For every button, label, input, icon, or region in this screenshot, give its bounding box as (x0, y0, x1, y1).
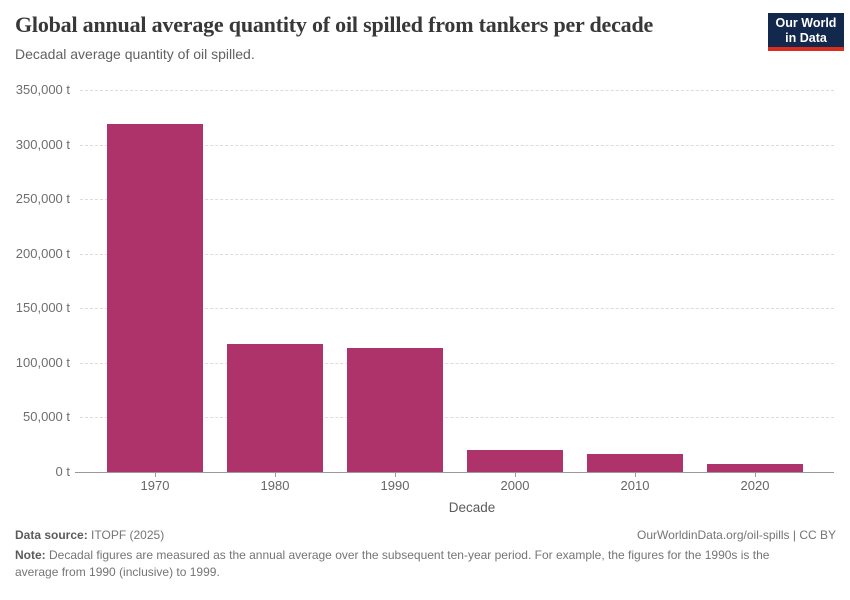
x-tick-label: 1990 (380, 478, 410, 493)
data-source-label: Data source: (15, 528, 88, 542)
x-tick-mark (755, 473, 756, 477)
y-tick-label: 350,000 t (15, 82, 70, 97)
x-tick-mark (635, 473, 636, 477)
x-tick-mark (275, 473, 276, 477)
x-tick-mark (395, 473, 396, 477)
y-tick-label: 200,000 t (15, 245, 70, 261)
y-tick-label: 150,000 t (15, 300, 70, 316)
bar-2010[interactable] (587, 454, 683, 472)
data-source: Data source: ITOPF (2025) (15, 528, 164, 542)
owid-logo-line1: Our World (775, 16, 837, 30)
note-text: Decadal figures are measured as the annu… (15, 548, 770, 579)
bar-2000[interactable] (467, 450, 563, 472)
x-tick-label: 2020 (740, 478, 770, 493)
x-tick-label: 1980 (260, 478, 290, 493)
note-label: Note: (15, 548, 46, 562)
chart-plot: Decade 0 t 50,000 t 100,000 t 150,000 t 200,… (0, 78, 850, 515)
owid-logo[interactable]: Our World in Data (768, 13, 844, 51)
chart-note: Note: Decadal figures are measured as th… (15, 547, 807, 581)
x-axis-title: Decade (448, 500, 496, 515)
y-tick-label: 50,000 t (23, 409, 70, 425)
y-gridline (80, 90, 834, 91)
owid-logo-line2: in Data (785, 31, 827, 45)
x-tick-mark (515, 473, 516, 477)
chart-footer: Data source: ITOPF (2025) OurWorldinData… (15, 528, 836, 581)
bar-1970[interactable] (107, 124, 203, 472)
owid-url-link[interactable]: OurWorldinData.org/oil-spills | CC BY (637, 528, 836, 542)
y-gridline (80, 144, 834, 146)
y-gridline (80, 362, 834, 364)
data-source-value: ITOPF (2025) (91, 528, 165, 542)
y-gridline (80, 253, 834, 255)
y-gridline (80, 417, 834, 419)
y-tick-label: 0 t (55, 464, 70, 479)
page-title: Global annual average quantity of oil sp… (15, 12, 654, 37)
y-tick-label: 100,000 t (15, 354, 70, 370)
y-gridline (80, 199, 834, 201)
x-tick-label: 2010 (620, 478, 650, 493)
chart-subtitle: Decadal average quantity of oil spilled. (15, 46, 255, 62)
x-tick-label: 2000 (500, 478, 530, 493)
y-tick-label: 250,000 t (15, 191, 70, 207)
bar-1990[interactable] (347, 348, 443, 472)
x-axis-line (75, 472, 834, 473)
bar-2020[interactable] (707, 464, 803, 472)
bar-1980[interactable] (227, 344, 323, 472)
x-tick-mark (155, 473, 156, 477)
x-tick-label: 1970 (140, 478, 170, 493)
y-gridline (80, 308, 834, 310)
y-tick-label: 300,000 t (15, 136, 70, 152)
